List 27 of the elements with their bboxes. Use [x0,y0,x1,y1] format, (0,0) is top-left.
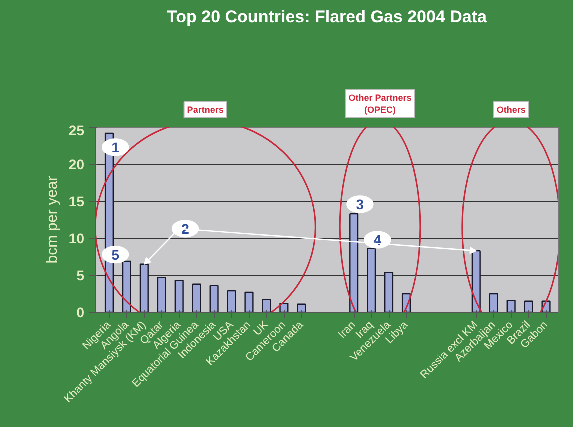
bar [489,293,498,312]
y-tick-label: 5 [76,268,85,284]
y-tick-label: 20 [68,156,85,172]
annotation: 4 [374,232,382,248]
bar [384,272,394,312]
y-tick-label: 25 [68,122,85,138]
annotation: 1 [112,139,120,156]
bar [297,304,306,312]
bar [524,300,534,312]
bar [192,284,202,312]
text: Other Partners (OPEC) [348,92,412,115]
text: Others [496,104,526,115]
bar [174,280,184,312]
y-tick-label: 10 [68,230,85,246]
bar [506,300,516,312]
text: Partners [187,104,224,115]
bar [210,285,219,312]
bar [227,290,236,312]
annotation: 3 [356,196,364,212]
y-axis-title: bcm per year [44,176,61,264]
y-tick-label: 0 [76,304,85,320]
y-tick-label: 15 [68,194,85,210]
bar [157,277,166,312]
chart-title: Top 20 Countries: Flared Gas 2004 Data [167,8,488,26]
annotation: 5 [112,246,120,263]
bar [262,299,272,312]
bar [244,292,254,312]
